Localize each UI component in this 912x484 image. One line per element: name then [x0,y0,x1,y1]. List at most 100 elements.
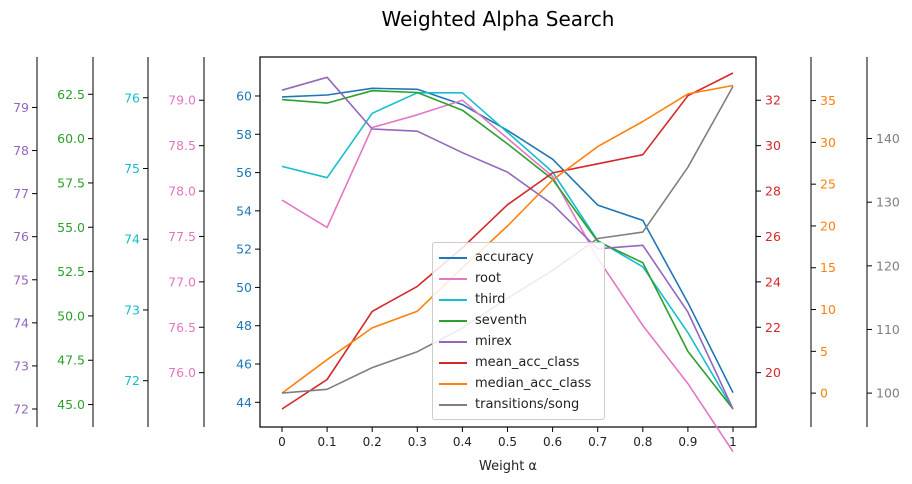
legend-label: transitions/song [475,397,580,412]
legend-label: mirex [475,334,512,349]
y-tick-label-median: 35 [820,93,836,108]
y-tick-label-root: 78.5 [168,138,196,153]
y-tick-label-mirex: 72 [13,402,29,417]
y-tick-label-mirex: 78 [13,143,29,158]
y-tick-label-acc: 48 [236,318,252,333]
y-tick-label-root: 77.5 [168,229,196,244]
legend-swatch [439,256,467,259]
legend-item: third [439,289,598,310]
series-line-third [281,92,734,410]
y-tick-label-third: 75 [124,161,140,176]
x-tick-label: 0.6 [543,435,562,449]
y-tick-label-acc: 54 [236,203,252,218]
legend-label: median_acc_class [475,376,592,391]
axes-layer: 0 0.1 0.2 0.3 0.4 0.5 0.6 0.7 0.8 0.9 144464850525… [13,56,900,449]
y-tick-label-mirex: 73 [13,358,29,373]
x-tick-label: 0.8 [633,435,652,449]
legend-item: root [439,268,598,289]
x-tick-label: 0 [278,435,286,449]
legend-item: median_acc_class [439,373,598,394]
y-tick-label-mean: 20 [765,365,781,380]
y-tick-label-mean: 26 [765,229,781,244]
y-tick-label-acc: 52 [236,242,252,257]
y-tick-label-acc: 50 [236,280,252,295]
x-tick-label: 0.9 [678,435,697,449]
legend-label: root [475,271,502,286]
legend-label: third [475,292,506,307]
y-tick-label-seventh: 47.5 [57,353,85,368]
legend-swatch [439,277,467,280]
y-tick-label-acc: 56 [236,165,252,180]
legend-swatch [439,382,467,385]
y-tick-label-seventh: 50.0 [57,308,85,323]
y-tick-label-third: 72 [124,373,140,388]
y-tick-label-seventh: 45.0 [57,397,85,412]
x-tick-label: 0.1 [318,435,337,449]
x-tick-label: 1 [729,435,737,449]
y-tick-label-seventh: 60.0 [57,131,85,146]
y-tick-label-third: 73 [124,302,140,317]
chart-title: Weighted Alpha Search [382,7,615,31]
legend-label: mean_acc_class [475,355,580,370]
y-tick-label-median: 0 [820,386,828,401]
x-tick-label: 0.4 [453,435,472,449]
legend-item: accuracy [439,247,598,268]
y-tick-label-root: 79.0 [168,93,196,108]
series-line-median-acc-class [281,84,734,394]
legend-item: transitions/song [439,394,598,415]
y-tick-label-mirex: 79 [13,100,29,115]
y-tick-label-median: 20 [820,218,836,233]
y-tick-label-median: 25 [820,177,836,192]
y-tick-label-mirex: 75 [13,272,29,287]
y-tick-label-median: 10 [820,302,836,317]
series-line-root [281,99,734,453]
series-line-mirex [281,76,734,410]
y-tick-label-trans: 140 [876,131,900,146]
x-tick-label: 0.5 [498,435,517,449]
y-tick-label-mean: 30 [765,138,781,153]
x-tick-label: 0.2 [363,435,382,449]
legend-swatch [439,403,467,406]
y-tick-label-trans: 120 [876,258,900,273]
y-tick-label-trans: 110 [876,322,900,337]
y-tick-label-root: 77.0 [168,274,196,289]
legend-swatch [439,319,467,322]
legend-label: accuracy [475,250,534,265]
y-tick-label-seventh: 52.5 [57,264,85,279]
legend: accuracy root third seventh mirex mean_acc_cl… [432,242,605,420]
y-tick-label-root: 78.0 [168,184,196,199]
y-tick-label-third: 74 [124,232,140,247]
x-tick-label: 0.3 [408,435,427,449]
y-tick-label-median: 15 [820,260,836,275]
legend-swatch [439,298,467,301]
y-tick-label-acc: 46 [236,357,252,372]
legend-item: mean_acc_class [439,352,598,373]
y-tick-label-median: 30 [820,135,836,150]
y-tick-label-trans: 130 [876,195,900,210]
y-tick-label-mean: 28 [765,184,781,199]
series-line-seventh [281,89,734,410]
y-tick-label-mean: 22 [765,320,781,335]
y-tick-label-acc: 44 [236,395,252,410]
series-line-mean-acc-class [281,72,734,410]
legend-swatch [439,340,467,343]
y-tick-label-root: 76.0 [168,365,196,380]
series-line-accuracy [281,87,734,394]
y-tick-label-mirex: 76 [13,229,29,244]
y-tick-label-mirex: 77 [13,186,29,201]
y-tick-label-third: 76 [124,90,140,105]
y-tick-label-acc: 58 [236,127,252,142]
y-tick-label-seventh: 55.0 [57,220,85,235]
legend-swatch [439,361,467,364]
legend-item: seventh [439,310,598,331]
y-tick-label-acc: 60 [236,88,252,103]
y-tick-label-root: 76.5 [168,320,196,335]
y-tick-label-trans: 100 [876,386,900,401]
y-tick-label-mean: 24 [765,274,781,289]
y-tick-label-seventh: 62.5 [57,87,85,102]
legend-item: mirex [439,331,598,352]
y-tick-label-seventh: 57.5 [57,175,85,190]
legend-label: seventh [475,313,528,328]
y-tick-label-mirex: 74 [13,315,29,330]
